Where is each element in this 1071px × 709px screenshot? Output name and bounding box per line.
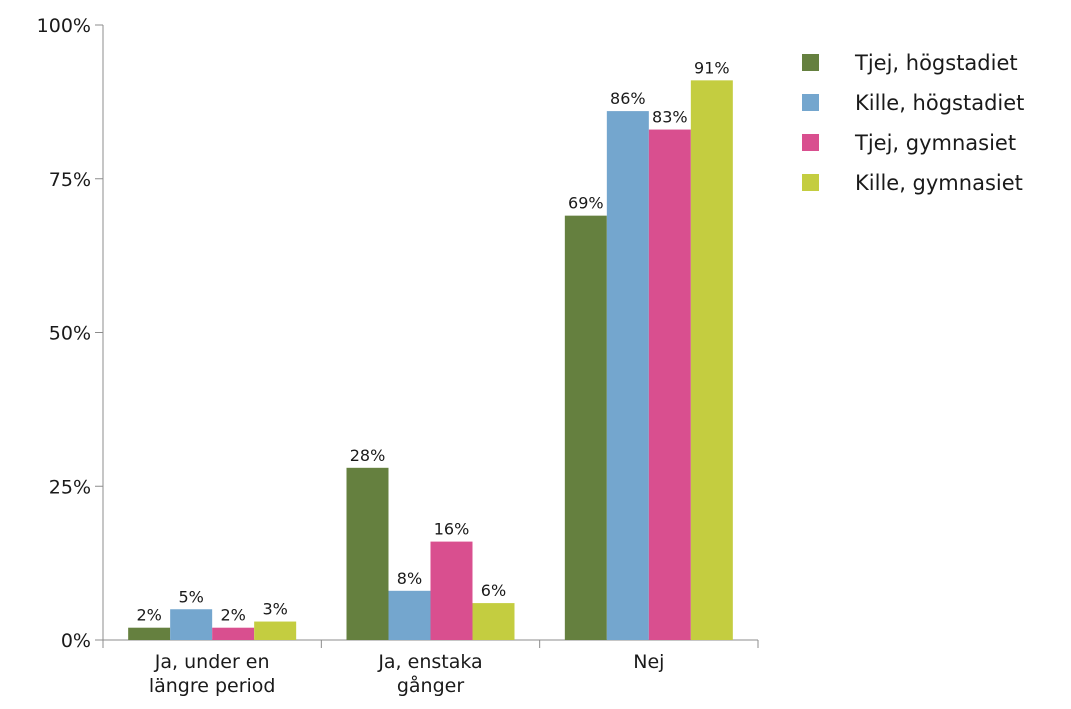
bar [564,215,607,640]
x-category-label: Ja, under en längre period [149,651,276,697]
bars-group [128,80,733,641]
bar [346,467,389,640]
y-tick-label: 50% [49,323,91,345]
data-label: 16% [434,520,470,539]
data-label: 6% [481,581,506,600]
x-category-label-line: gånger [397,674,464,697]
data-label: 2% [220,606,245,625]
data-label: 86% [610,89,646,108]
legend-swatch [802,134,819,151]
x-category-label-line: Nej [633,651,664,673]
bar [648,129,691,641]
x-category-label: Ja, enstaka gånger [377,651,482,697]
bar [170,609,213,640]
bar [128,627,171,640]
x-category-label-line: Ja, under en [154,651,270,673]
legend-label: Kille, högstadiet [855,91,1024,115]
y-tick-label: 25% [49,476,91,498]
bar [212,627,255,640]
bar [430,541,473,640]
legend-label: Tjej, högstadiet [854,51,1018,75]
legend-swatch [802,54,819,71]
data-label: 5% [178,587,203,606]
data-label: 91% [694,58,730,77]
legend-label: Tjej, gymnasiet [854,131,1016,155]
data-label: 28% [350,446,386,465]
bar [690,80,733,641]
data-label: 83% [652,108,688,127]
legend-label: Kille, gymnasiet [855,171,1023,195]
y-tick-label: 75% [49,169,91,191]
y-tick-label: 100% [37,15,91,37]
data-label: 3% [262,600,287,619]
bar [388,590,431,640]
legend-swatch [802,94,819,111]
data-label: 8% [397,569,422,588]
bar [606,111,649,641]
x-category-label-line: Ja, enstaka [377,651,482,673]
x-category-label: Nej [633,651,664,673]
bar [472,603,515,640]
data-label: 69% [568,194,604,213]
x-category-label-line: längre period [149,675,276,697]
data-label: 2% [136,606,161,625]
y-tick-label: 0% [61,630,91,652]
legend-swatch [802,174,819,191]
data-labels-group: 2% 5% 2% 3% 28% 8% 16% 6% 69% 86% 83% 91% [136,58,729,624]
category-labels-group: Ja, under en längre period Ja, enstaka gång… [149,651,665,697]
bar [254,621,297,640]
legend: Tjej, högstadiet Kille, högstadiet Tjej, g… [802,51,1024,195]
